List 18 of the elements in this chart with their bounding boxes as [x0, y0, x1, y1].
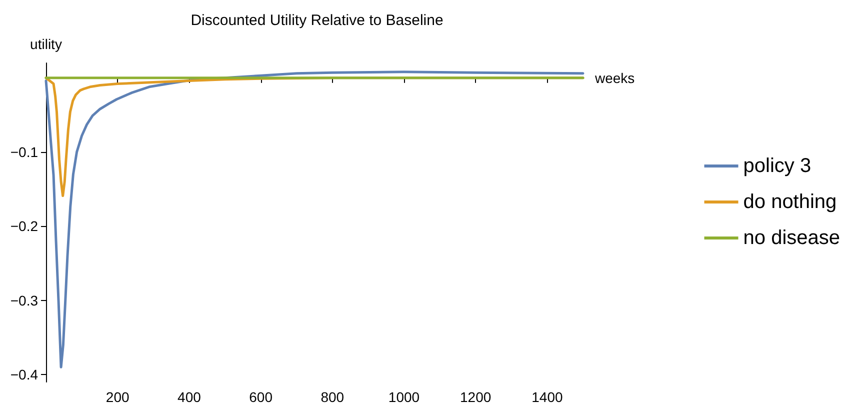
x-tick-label: 1000 — [388, 389, 420, 404]
y-tick-label: −0.4 — [10, 366, 38, 383]
x-tick-label: 200 — [106, 389, 130, 404]
line-series — [44, 70, 584, 368]
y-tick-label: −0.3 — [10, 292, 38, 308]
x-tick-label: 1400 — [532, 389, 563, 404]
legend-label: no disease — [743, 227, 840, 249]
x-axis-title: weeks — [594, 70, 635, 86]
chart-title: Discounted Utility Relative to Baseline — [190, 12, 444, 29]
legend-label: do nothing — [743, 191, 837, 213]
x-tick-label: 600 — [249, 389, 273, 404]
legend-label: policy 3 — [743, 155, 812, 177]
x-tick-label: 1200 — [460, 389, 492, 404]
x-tick-label: 400 — [178, 389, 202, 404]
y-tick-label: −0.1 — [10, 144, 38, 160]
y-axis-title: utility — [30, 36, 62, 52]
y-tick-label: −0.2 — [10, 218, 38, 234]
x-tick-label: 800 — [320, 389, 344, 404]
